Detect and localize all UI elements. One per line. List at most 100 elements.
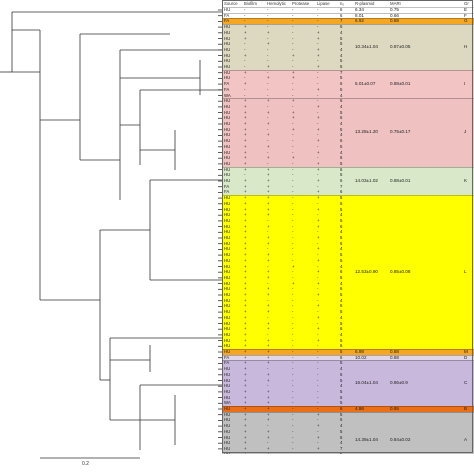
group-band-A [222,411,474,454]
cell-source: HU [224,132,231,138]
cell-source: FA [224,81,230,87]
cell-biofilm: + [244,166,247,172]
group-label: M [464,348,468,354]
group-label: G [464,18,468,24]
cell-biofilm: + [244,155,247,161]
cell-protease: - [292,400,294,406]
cell-n: 4 [340,280,343,286]
cell-n: 5 [340,126,343,132]
group-mari: 0.86±0.9 [390,380,408,386]
table-row: HU + + - +5 [222,195,474,201]
table-row: HU + + - - 5 [222,309,474,315]
cell-n: 4 [340,263,343,269]
cell-source: HU [224,366,231,372]
cell-lipase: + [317,434,320,440]
group-band-M [222,349,474,355]
table-row: HU + + - - 6 [222,241,474,247]
table-row: HU + + - - 5 [222,429,474,435]
group-r-plasmid: 8.01 [355,12,364,18]
cell-lipase: + [317,206,320,212]
cell-protease: - [292,58,294,64]
cell-n: 5 [340,320,343,326]
group-mari: 0.88 [390,18,399,24]
cell-lipase: - [317,212,319,218]
cell-n: 5 [340,86,343,92]
group-band-C [222,360,474,406]
cell-hemolytic: - [267,103,269,109]
group-label: D [464,354,468,360]
cell-biofilm: + [244,394,247,400]
cell-biofilm: + [244,200,247,206]
cell-protease: - [292,445,294,451]
cell-biofilm: + [244,360,247,366]
cell-lipase: - [317,274,319,280]
cell-n: 6 [340,64,343,69]
cell-lipase: - [317,388,319,394]
cell-lipase: - [317,229,319,235]
cell-lipase: + [317,29,320,35]
group-mari: 0.85 [390,405,399,411]
cell-protease: - [292,246,294,252]
table-row: HU + - - +4 [222,104,474,110]
cell-protease: + [292,115,295,121]
cell-lipase: + [317,445,320,451]
cell-n: 5 [340,257,343,263]
table-row: HU + - - - 6 [222,24,474,30]
cell-biofilm: + [244,98,247,104]
group-r-plasmid: 6.92 [355,18,364,24]
cell-protease: - [292,303,294,309]
cell-hemolytic: + [267,269,270,275]
cell-hemolytic: + [267,132,270,138]
cell-hemolytic: - [267,58,269,64]
cell-hemolytic: + [267,98,270,104]
group-r-plasmid: 12.53±0.90 [355,269,378,275]
cell-n: 4 [340,121,343,126]
cell-n: 5 [340,337,343,343]
table-row: HU + - + +5 [222,127,474,133]
cell-source: HU [224,434,231,440]
cell-protease: - [292,149,294,155]
cell-hemolytic: + [267,400,270,406]
cell-n: 5 [340,428,343,434]
table-row: HU + - - - 4 [222,383,474,389]
cell-source: FA [224,12,230,18]
cell-lipase: - [317,143,319,149]
cell-lipase: + [317,115,320,121]
group-band-B [222,406,474,412]
table-row: HU + + - +5 [222,412,474,418]
cell-source: HU [224,121,231,126]
table-row: HU + - - +4 [222,315,474,321]
table-row: HU + - - - 4 [222,366,474,372]
cell-lipase: - [317,172,319,178]
group-r-plasmid: 4.86 [355,405,364,411]
header-7: MARI [390,1,401,6]
cell-lipase: - [317,417,319,423]
cell-lipase: - [317,18,319,24]
cell-source: HU [224,257,231,263]
cell-biofilm: - [244,86,246,92]
table-row: FA - - - +5 [222,87,474,93]
cell-lipase: + [317,246,320,252]
header-2: Hemolytic [267,1,286,6]
cell-n: 4 [340,423,343,429]
cell-n: 5 [340,349,343,354]
cell-biofilm: + [244,371,247,377]
cell-n: 6 [340,417,343,423]
cell-hemolytic: - [267,126,269,132]
cell-biofilm: + [244,189,247,195]
cell-protease: - [292,132,294,138]
cell-protease: - [292,366,294,372]
cell-source: WA [224,400,231,406]
cell-n: 4 [340,52,343,58]
cell-biofilm: + [244,423,247,429]
cell-lipase: + [317,86,320,92]
cell-lipase: + [317,303,320,309]
cell-biofilm: - [244,46,246,52]
cell-source: HU [224,286,231,292]
cell-protease: - [292,235,294,240]
cell-protease: - [292,320,294,326]
table-row: HU + - - +4 [222,423,474,429]
scale-bar-label: 0.2 [82,461,89,467]
cell-source: HU [224,172,231,178]
table-row: HU + + - - 5 [222,275,474,281]
